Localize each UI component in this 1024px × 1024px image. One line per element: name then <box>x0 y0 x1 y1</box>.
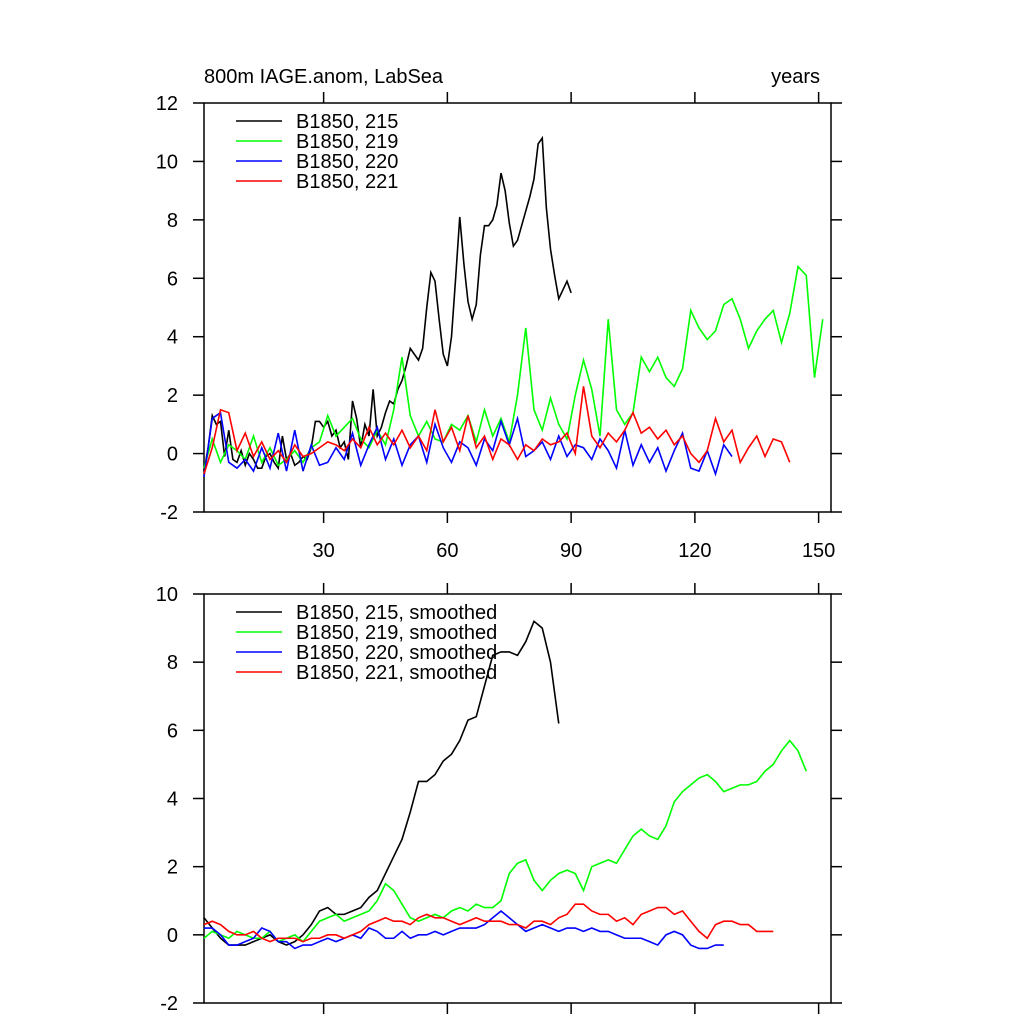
y-tick-label: 2 <box>167 385 178 407</box>
x-tick-label: 90 <box>560 540 582 562</box>
legend-label: B1850, 215, smoothed <box>296 602 497 624</box>
chart-title: 800m IAGE.anom, LabSea <box>204 66 444 88</box>
y-tick-label: 8 <box>167 652 178 674</box>
legend-label: B1850, 221 <box>296 171 398 193</box>
legend-label: B1850, 220, smoothed <box>296 642 497 664</box>
data-line <box>203 386 791 475</box>
y-tick-label: 2 <box>167 857 178 879</box>
y-tick-label: 12 <box>156 93 178 115</box>
plot-frame <box>203 102 832 513</box>
data-line <box>204 909 724 950</box>
data-line <box>203 135 572 472</box>
y-tick-label: 4 <box>167 327 178 349</box>
y-tick-label: 6 <box>167 268 178 290</box>
y-tick-label: -2 <box>160 993 178 1015</box>
y-tick-label: 10 <box>156 151 178 173</box>
legend-label: B1850, 220 <box>296 151 398 173</box>
data-line <box>203 903 774 943</box>
legend-label: B1850, 219, smoothed <box>296 622 497 644</box>
x-tick-label: 150 <box>802 540 835 562</box>
y-tick-label: 10 <box>156 584 178 606</box>
x-tick-label: 120 <box>678 540 711 562</box>
y-tick-label: 0 <box>167 925 178 947</box>
legend-label: B1850, 219 <box>296 131 398 153</box>
y-tick-label: 0 <box>167 444 178 466</box>
y-tick-label: 4 <box>167 789 178 811</box>
data-line <box>203 739 807 943</box>
x-tick-label: 30 <box>313 540 335 562</box>
y-tick-label: 8 <box>167 210 178 232</box>
y-tick-label: 6 <box>167 720 178 742</box>
x-tick-label: 60 <box>436 540 458 562</box>
legend-label: B1850, 221, smoothed <box>296 662 497 684</box>
legend-label: B1850, 215 <box>296 111 398 133</box>
data-line <box>203 411 733 478</box>
x-axis-label: years <box>771 66 820 88</box>
y-tick-label: -2 <box>160 502 178 524</box>
